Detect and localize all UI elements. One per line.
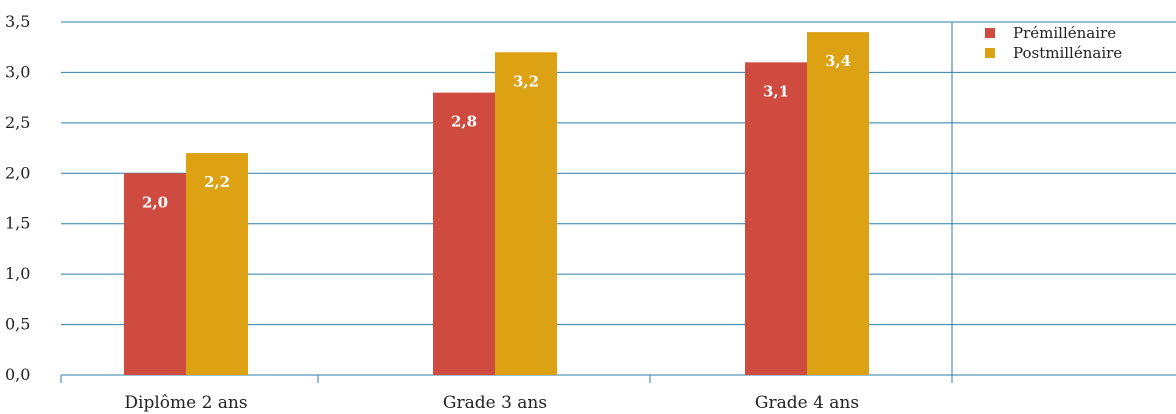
x-tick-label: Grade 4 ans xyxy=(755,393,859,413)
y-tick-label: 0,5 xyxy=(5,315,30,334)
bar xyxy=(495,52,557,375)
y-tick-label: 2,5 xyxy=(5,113,30,132)
x-tick-label: Grade 3 ans xyxy=(443,393,547,413)
x-axis: Diplôme 2 ans Grade 3 ans Grade 4 ans xyxy=(60,375,953,413)
legend: Prémillénaire Postmillénaire xyxy=(985,24,1122,62)
legend-swatch xyxy=(985,48,995,58)
data-label: 3,1 xyxy=(763,82,789,100)
y-tick-label: 0,0 xyxy=(5,365,30,384)
y-tick-label: 2,0 xyxy=(5,163,30,182)
data-label: 3,4 xyxy=(825,52,851,70)
y-tick-label: 3,5 xyxy=(5,12,30,31)
bar xyxy=(124,173,186,375)
legend-swatch xyxy=(985,28,995,38)
legend-label: Prémillénaire xyxy=(1013,24,1116,42)
bar xyxy=(433,92,495,375)
y-tick-label: 1,0 xyxy=(5,264,30,283)
bars: 2,0 2,2 2,8 3,2 3,1 3,4 xyxy=(124,32,869,375)
y-axis-ticks: 0,0 0,5 1,0 1,5 2,0 2,5 3,0 3,5 xyxy=(5,12,30,384)
data-label: 2,8 xyxy=(451,113,477,131)
data-label: 2,0 xyxy=(142,193,168,211)
data-label: 2,2 xyxy=(204,173,230,191)
legend-label: Postmillénaire xyxy=(1013,44,1122,62)
data-label: 3,2 xyxy=(513,72,539,90)
y-tick-label: 1,5 xyxy=(5,214,30,233)
x-tick-label: Diplôme 2 ans xyxy=(124,393,247,413)
bar xyxy=(745,62,807,375)
bar xyxy=(186,153,248,375)
y-tick-label: 3,0 xyxy=(5,62,30,81)
bar xyxy=(807,32,869,375)
